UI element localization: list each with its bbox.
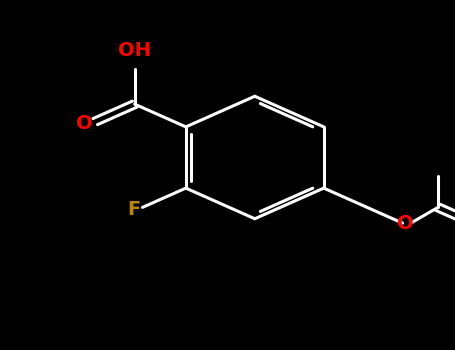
Text: O: O [396,214,413,233]
Text: F: F [128,199,141,219]
Text: O: O [76,114,92,133]
Text: OH: OH [118,41,151,60]
